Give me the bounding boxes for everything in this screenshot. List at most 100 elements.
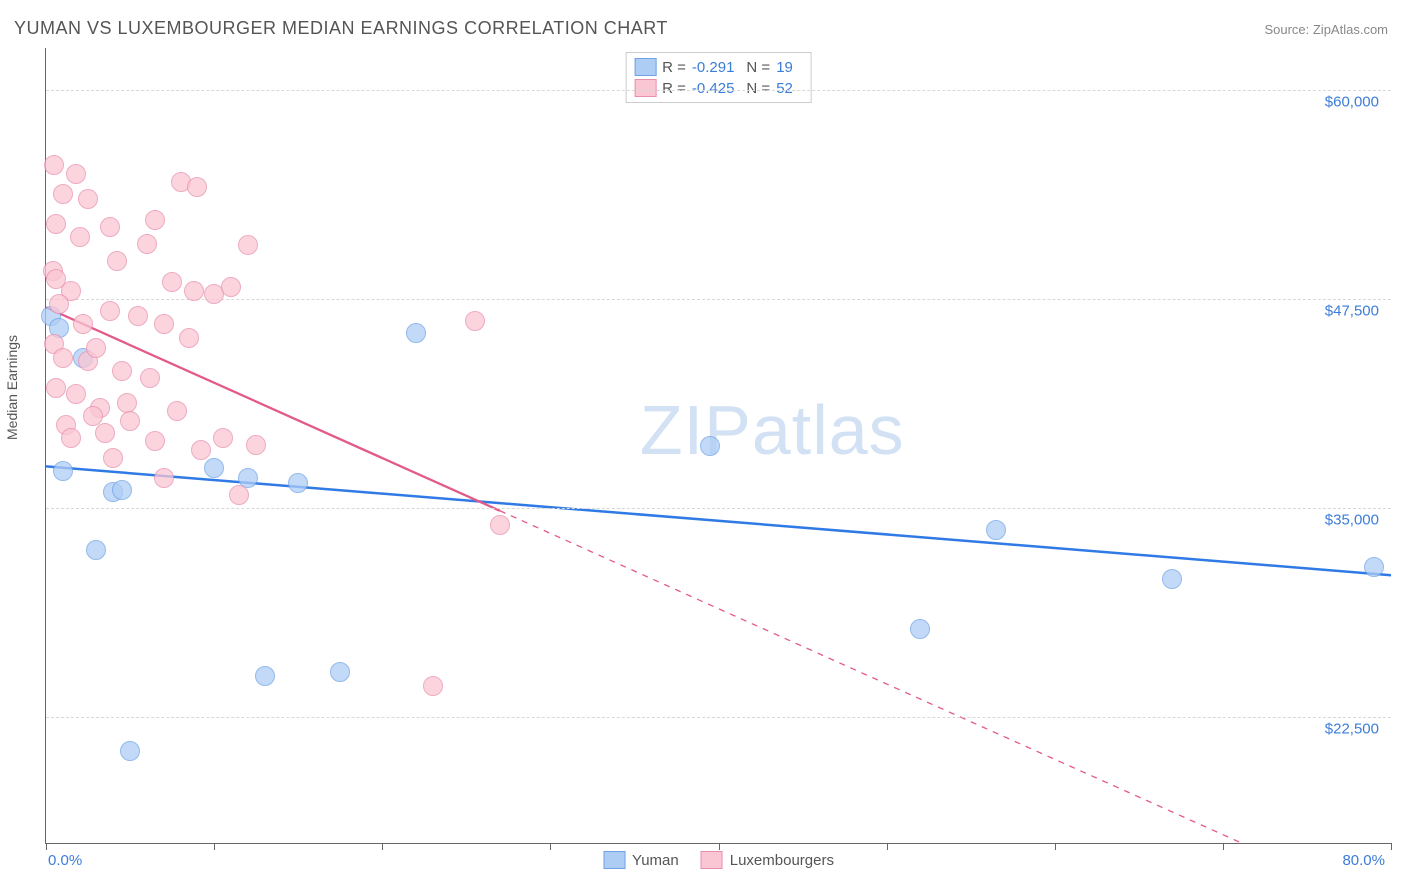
r-label: R =: [662, 80, 686, 97]
scatter-point: [1364, 557, 1384, 577]
scatter-point: [117, 393, 137, 413]
legend-label: Yuman: [632, 852, 679, 869]
y-tick-label: $22,500: [1325, 721, 1379, 738]
legend-swatch: [701, 851, 723, 869]
legend-item: Luxembourgers: [701, 851, 834, 869]
scatter-point: [145, 210, 165, 230]
scatter-point: [154, 468, 174, 488]
trend-line-dashed: [500, 511, 1391, 843]
y-tick-label: $35,000: [1325, 512, 1379, 529]
scatter-point: [137, 234, 157, 254]
scatter-point: [66, 164, 86, 184]
legend-swatch: [634, 58, 656, 76]
source-label: Source: ZipAtlas.com: [1264, 22, 1388, 37]
y-axis-label: Median Earnings: [4, 335, 20, 440]
y-tick-label: $60,000: [1325, 93, 1379, 110]
scatter-point: [246, 435, 266, 455]
n-label: N =: [746, 59, 770, 76]
x-tick: [382, 843, 383, 850]
scatter-point: [120, 741, 140, 761]
x-axis-max-label: 80.0%: [1342, 852, 1385, 869]
gridline: [46, 717, 1391, 718]
scatter-point: [423, 676, 443, 696]
gridline: [46, 508, 1391, 509]
scatter-point: [70, 227, 90, 247]
scatter-point: [53, 348, 73, 368]
gridline: [46, 90, 1391, 91]
scatter-point: [73, 314, 93, 334]
n-value: 19: [776, 59, 793, 76]
scatter-point: [490, 515, 510, 535]
scatter-point: [78, 189, 98, 209]
legend-series: Yuman Luxembourgers: [603, 851, 834, 869]
scatter-point: [154, 314, 174, 334]
scatter-point: [213, 428, 233, 448]
scatter-point: [49, 294, 69, 314]
scatter-point: [100, 301, 120, 321]
scatter-point: [255, 666, 275, 686]
n-value: 52: [776, 80, 793, 97]
x-tick: [1223, 843, 1224, 850]
scatter-point: [179, 328, 199, 348]
scatter-point: [465, 311, 485, 331]
scatter-point: [95, 423, 115, 443]
legend-item: Yuman: [603, 851, 679, 869]
scatter-point: [66, 384, 86, 404]
scatter-point: [128, 306, 148, 326]
scatter-point: [107, 251, 127, 271]
scatter-point: [288, 473, 308, 493]
scatter-point: [112, 480, 132, 500]
legend-stats-row: R = -0.291 N = 19: [634, 58, 799, 76]
x-tick: [887, 843, 888, 850]
chart-container: YUMAN VS LUXEMBOURGER MEDIAN EARNINGS CO…: [0, 0, 1406, 892]
scatter-point: [184, 281, 204, 301]
x-tick: [1391, 843, 1392, 850]
r-value: -0.425: [692, 80, 735, 97]
scatter-point: [61, 428, 81, 448]
scatter-point: [204, 458, 224, 478]
scatter-point: [330, 662, 350, 682]
scatter-point: [700, 436, 720, 456]
scatter-point: [44, 155, 64, 175]
scatter-point: [167, 401, 187, 421]
scatter-point: [112, 361, 132, 381]
scatter-point: [53, 461, 73, 481]
x-tick: [46, 843, 47, 850]
plot-area: ZIPatlas R = -0.291 N = 19 R = -0.425 N …: [45, 48, 1391, 844]
scatter-point: [140, 368, 160, 388]
x-tick: [719, 843, 720, 850]
scatter-point: [986, 520, 1006, 540]
x-tick: [1055, 843, 1056, 850]
legend-swatch: [634, 79, 656, 97]
scatter-point: [100, 217, 120, 237]
scatter-point: [145, 431, 165, 451]
scatter-point: [1162, 569, 1182, 589]
legend-swatch: [603, 851, 625, 869]
y-tick-label: $47,500: [1325, 303, 1379, 320]
gridline: [46, 299, 1391, 300]
scatter-point: [187, 177, 207, 197]
scatter-point: [238, 235, 258, 255]
r-label: R =: [662, 59, 686, 76]
scatter-point: [86, 338, 106, 358]
scatter-point: [103, 448, 123, 468]
x-tick: [214, 843, 215, 850]
watermark: ZIPatlas: [640, 390, 905, 470]
scatter-point: [406, 323, 426, 343]
scatter-point: [229, 485, 249, 505]
r-value: -0.291: [692, 59, 735, 76]
scatter-point: [53, 184, 73, 204]
trend-line-solid: [46, 307, 500, 510]
n-label: N =: [746, 80, 770, 97]
scatter-point: [46, 378, 66, 398]
legend-label: Luxembourgers: [730, 852, 834, 869]
legend-stats-row: R = -0.425 N = 52: [634, 79, 799, 97]
x-tick: [550, 843, 551, 850]
scatter-point: [162, 272, 182, 292]
scatter-point: [86, 540, 106, 560]
scatter-point: [910, 619, 930, 639]
scatter-point: [221, 277, 241, 297]
x-axis-min-label: 0.0%: [48, 852, 82, 869]
chart-title: YUMAN VS LUXEMBOURGER MEDIAN EARNINGS CO…: [14, 18, 668, 39]
legend-stats: R = -0.291 N = 19 R = -0.425 N = 52: [625, 52, 812, 103]
